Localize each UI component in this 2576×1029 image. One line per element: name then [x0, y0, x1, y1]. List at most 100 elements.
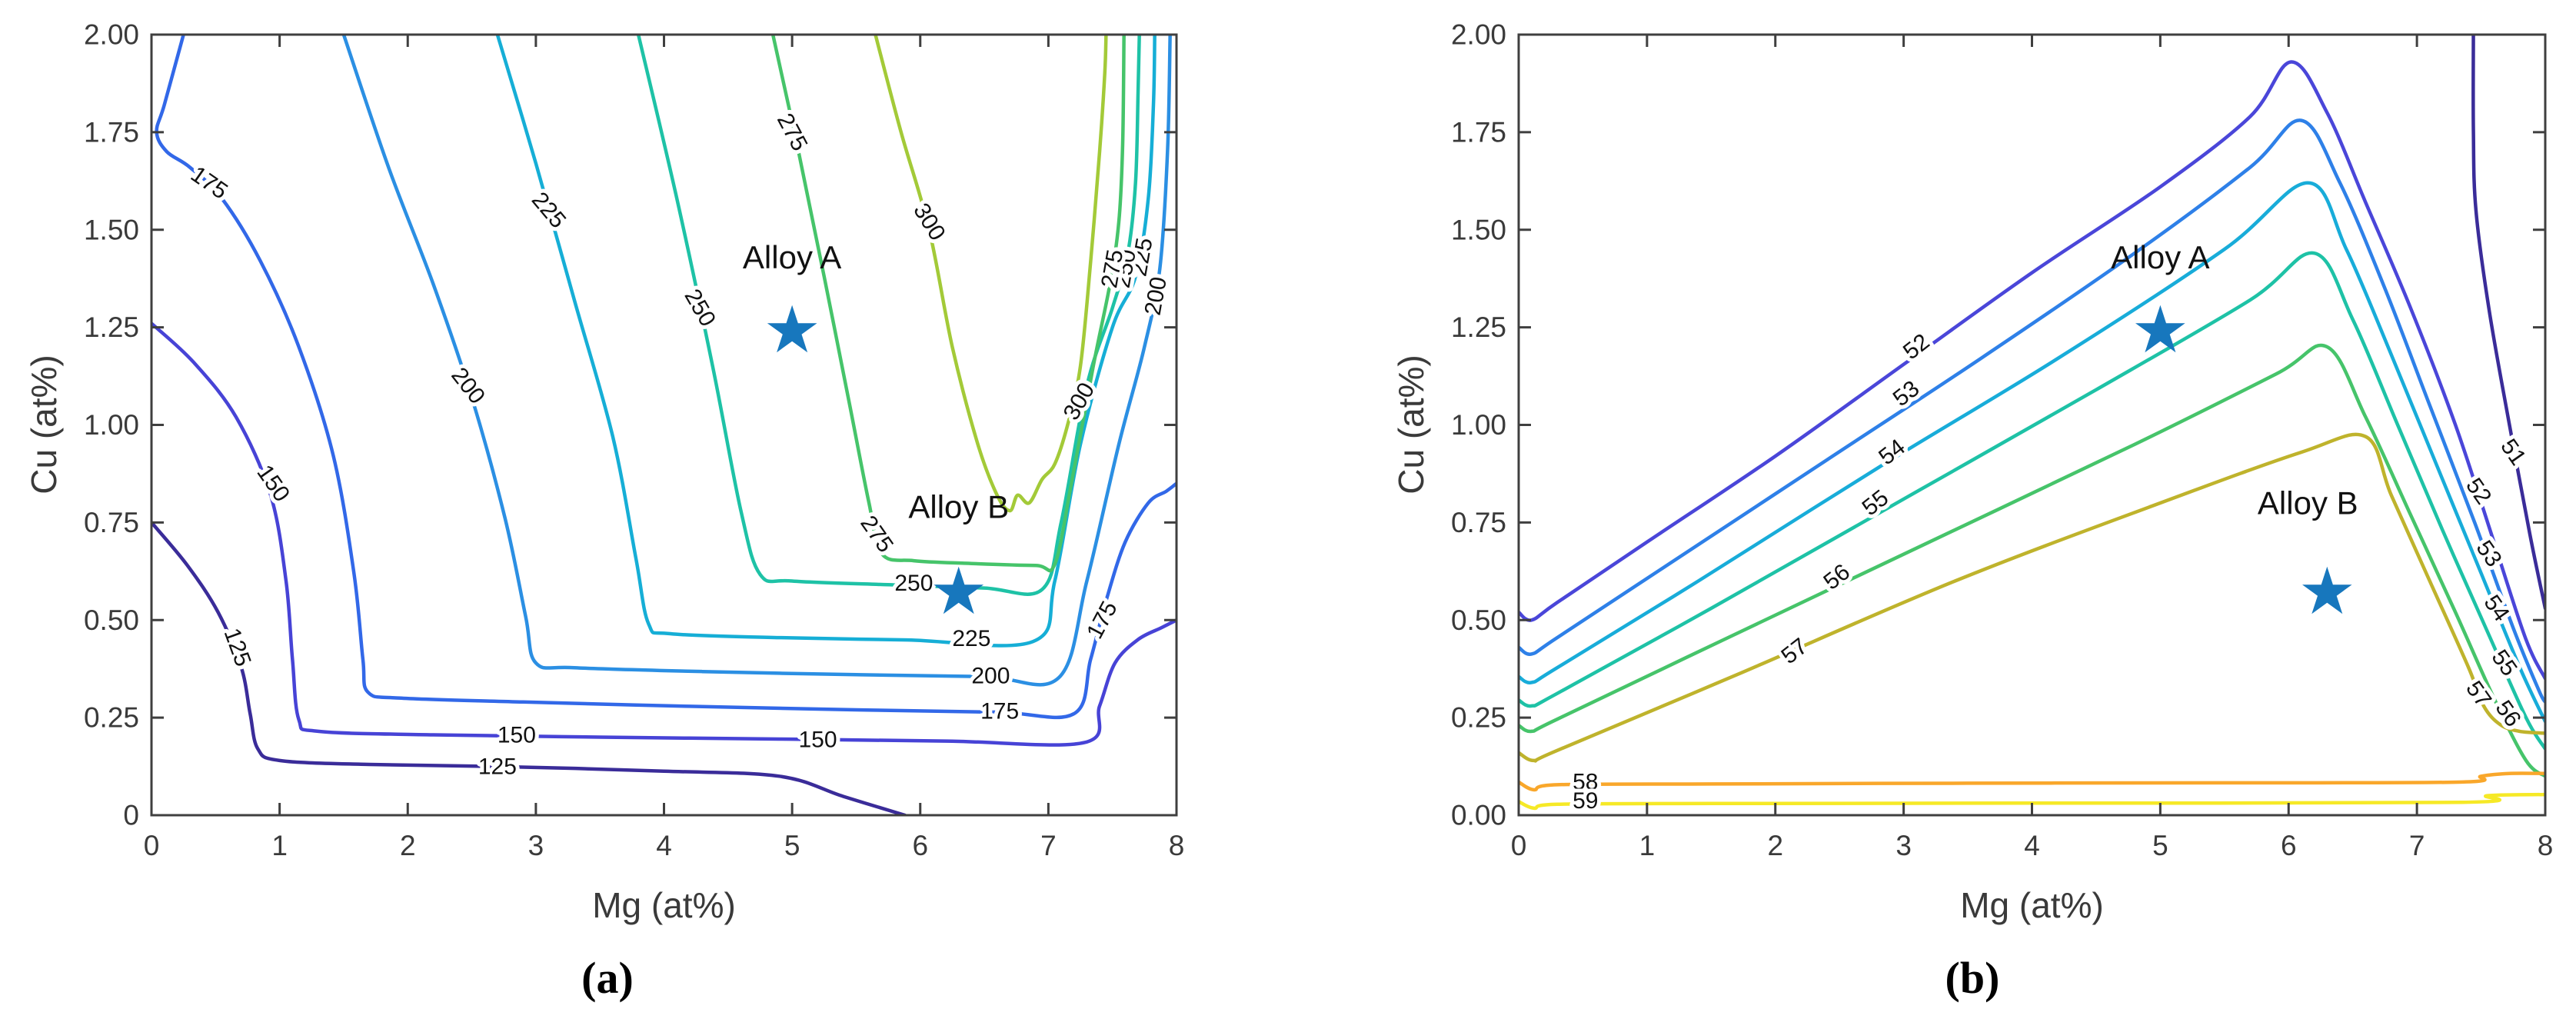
contour-line-59 — [1518, 792, 2546, 811]
contour-label-275: 275 — [772, 109, 813, 155]
contour-label-200: 200 — [446, 363, 490, 409]
panel-a-y-tick-label: 0.75 — [84, 507, 139, 538]
contour-line-57 — [1518, 432, 2546, 763]
contour-label-150: 150 — [251, 461, 295, 507]
panel-b-x-tick-label: 1 — [1639, 830, 1656, 861]
panel-b-y-tick-label: 0.75 — [1451, 507, 1506, 538]
contour-label-175: 175 — [1082, 597, 1123, 643]
alloy-b-star-marker — [934, 566, 984, 614]
contour-label-200: 200 — [1140, 275, 1172, 317]
panel-a-x-tick-label: 5 — [784, 830, 800, 861]
contour-line-250 — [636, 34, 1141, 596]
panel-b-ticks — [1517, 33, 2547, 817]
panel-a-y-tick-label: 2.00 — [84, 19, 139, 51]
contour-line-200 — [341, 34, 1172, 687]
panel-a-y-tick-label: 0 — [123, 800, 139, 831]
panel-a-y-tick-label: 1.50 — [84, 214, 139, 245]
contour-label-150: 150 — [498, 723, 536, 748]
panel-b-y-axis-label: Cu (at%) — [1391, 355, 1431, 495]
contour-label-57: 57 — [1776, 634, 1812, 670]
panel-b-x-axis-label: Mg (at%) — [1960, 885, 2104, 925]
contour-label-54: 54 — [1874, 435, 1910, 471]
contour-line-52 — [1518, 60, 2546, 681]
panel-b-x-tick-label: 4 — [2024, 830, 2040, 861]
contour-line-53 — [1518, 118, 2546, 704]
panel-b-x-tick-label: 0 — [1511, 830, 1527, 861]
panel-b-y-tick-label: 1.00 — [1451, 409, 1506, 441]
alloy-a-annotation: Alloy A — [743, 239, 841, 275]
panel-b-x-tick-label: 8 — [2538, 830, 2554, 861]
contour-label-200: 200 — [971, 663, 1010, 688]
panel-a-x-tick-label: 1 — [271, 830, 288, 861]
contour-label-56: 56 — [1819, 559, 1855, 595]
contour-label-300: 300 — [908, 199, 950, 245]
alloy-b-annotation: Alloy B — [908, 489, 1009, 525]
contour-label-150: 150 — [798, 728, 837, 753]
panel-a-x-tick-label: 3 — [528, 830, 544, 861]
panel-b-y-tick-label: 0.50 — [1451, 604, 1506, 636]
alloy-a-star-marker — [767, 305, 817, 353]
contour-label-125: 125 — [478, 754, 517, 780]
contour-label-175: 175 — [980, 699, 1019, 724]
contour-label-52: 52 — [1899, 329, 1935, 365]
contour-line-175 — [155, 34, 1177, 720]
panel-a-caption: (a) — [581, 953, 634, 1003]
contour-label-225: 225 — [527, 188, 571, 234]
panel-b-x-tick-label: 7 — [2409, 830, 2425, 861]
contour-line-275 — [770, 34, 1126, 573]
panel-b-caption: (b) — [1945, 953, 2000, 1003]
contour-label-58: 58 — [1573, 769, 1598, 794]
panel-a-ticks — [150, 33, 1178, 817]
alloy-b-annotation: Alloy B — [2258, 485, 2358, 521]
contour-line-125 — [151, 521, 907, 816]
alloy-a-annotation: Alloy A — [2111, 239, 2209, 275]
contour-label-250: 250 — [679, 285, 721, 331]
panel-b-x-tick-label: 3 — [1895, 830, 1912, 861]
contour-label-55: 55 — [1858, 485, 1894, 521]
contour-line-54 — [1518, 181, 2546, 724]
panel-a-x-tick-label: 2 — [400, 830, 416, 861]
panel-b-y-tick-label: 2.00 — [1451, 19, 1506, 51]
panel-a-y-tick-label: 1.25 — [84, 311, 139, 343]
panel-a-x-tick-label: 4 — [656, 830, 672, 861]
panel-a-y-tick-label: 1.00 — [84, 409, 139, 441]
contour-label-125: 125 — [219, 625, 256, 670]
contour-label-59: 59 — [1573, 788, 1598, 814]
contour-label-51: 51 — [2495, 435, 2531, 470]
panel-a-x-tick-label: 7 — [1040, 830, 1057, 861]
panel-b-y-tick-label: 0.25 — [1451, 702, 1506, 734]
panel-b-x-tick-label: 6 — [2281, 830, 2297, 861]
panel-a-x-axis-label: Mg (at%) — [592, 885, 736, 925]
contour-line-51 — [2471, 34, 2546, 611]
contour-line-55 — [1518, 251, 2546, 751]
contour-label-57: 57 — [2461, 677, 2496, 712]
panel-b-y-tick-label: 1.25 — [1451, 311, 1506, 343]
contour-line-225 — [495, 34, 1157, 648]
panel-b-y-tick-label: 1.50 — [1451, 214, 1506, 245]
panel-a-x-tick-label: 8 — [1169, 830, 1185, 861]
contour-line-58 — [1518, 771, 2546, 792]
panel-a-y-axis-label: Cu (at%) — [24, 355, 64, 495]
contour-label-275: 275 — [855, 511, 898, 558]
contour-label-55: 55 — [2487, 645, 2522, 681]
panel-a-axes-frame — [150, 33, 1178, 817]
contour-label-250: 250 — [894, 571, 933, 596]
panel-b-x-tick-label: 2 — [1767, 830, 1783, 861]
contour-line-300 — [874, 34, 1108, 513]
contour-line-56 — [1518, 343, 2546, 778]
contour-label-53: 53 — [1889, 376, 1925, 412]
panel-a-y-tick-label: 0.25 — [84, 702, 139, 734]
panel-b-x-tick-label: 5 — [2152, 830, 2168, 861]
panel-b-y-tick-label: 1.75 — [1451, 116, 1506, 148]
panel-a-y-tick-label: 0.50 — [84, 604, 139, 636]
contour-line-150 — [151, 321, 1177, 747]
panel-a-x-tick-label: 6 — [912, 830, 928, 861]
alloy-a-star-marker — [2135, 305, 2185, 353]
alloy-b-star-marker — [2302, 566, 2352, 614]
panel-b-y-tick-label: 0.00 — [1451, 800, 1506, 831]
panel-a-x-tick-label: 0 — [144, 830, 160, 861]
